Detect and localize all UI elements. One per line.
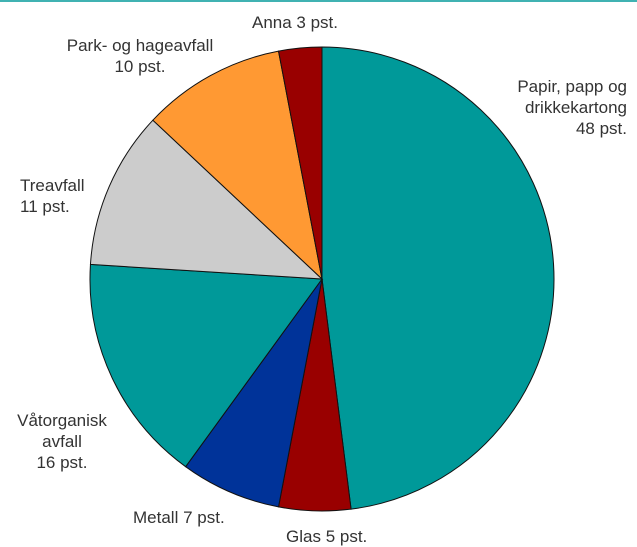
value-label: 5 pst. bbox=[325, 527, 368, 546]
pie-slice bbox=[152, 50, 323, 281]
slice-label: Anna 3 pst. bbox=[220, 12, 370, 33]
pie-slice bbox=[321, 46, 555, 510]
category-label: Park- og hageavfall bbox=[66, 36, 214, 55]
slice-label: Park- og hageavfall 10 pst. bbox=[40, 35, 240, 77]
pie-slice bbox=[89, 119, 324, 280]
category-label: Papir, papp og drikkekartong bbox=[517, 77, 627, 117]
slice-label: Våtorganisk avfall 16 pst. bbox=[8, 410, 116, 473]
value-label: 10 pst. bbox=[114, 57, 166, 76]
value-label: 7 pst. bbox=[183, 508, 225, 527]
category-label: Treavfall bbox=[20, 176, 85, 195]
pie-slice bbox=[89, 263, 323, 468]
category-label: Anna bbox=[251, 13, 292, 32]
value-label: 11 pst. bbox=[20, 197, 70, 216]
slice-label: Glas 5 pst. bbox=[286, 526, 406, 547]
value-label: 48 pst. bbox=[575, 119, 627, 138]
pie-slice bbox=[277, 46, 323, 280]
category-label: Glas bbox=[286, 527, 321, 546]
slice-label: Metall 7 pst. bbox=[133, 507, 263, 528]
pie-slice bbox=[184, 278, 323, 508]
value-label: 3 pst. bbox=[296, 13, 339, 32]
value-label: 16 pst. bbox=[36, 453, 88, 472]
slice-label: Treavfall 11 pst. bbox=[20, 175, 130, 217]
slice-label: Papir, papp og drikkekartong 48 pst. bbox=[492, 76, 627, 139]
category-label: Våtorganisk avfall bbox=[17, 411, 107, 451]
category-label: Metall bbox=[133, 508, 179, 527]
